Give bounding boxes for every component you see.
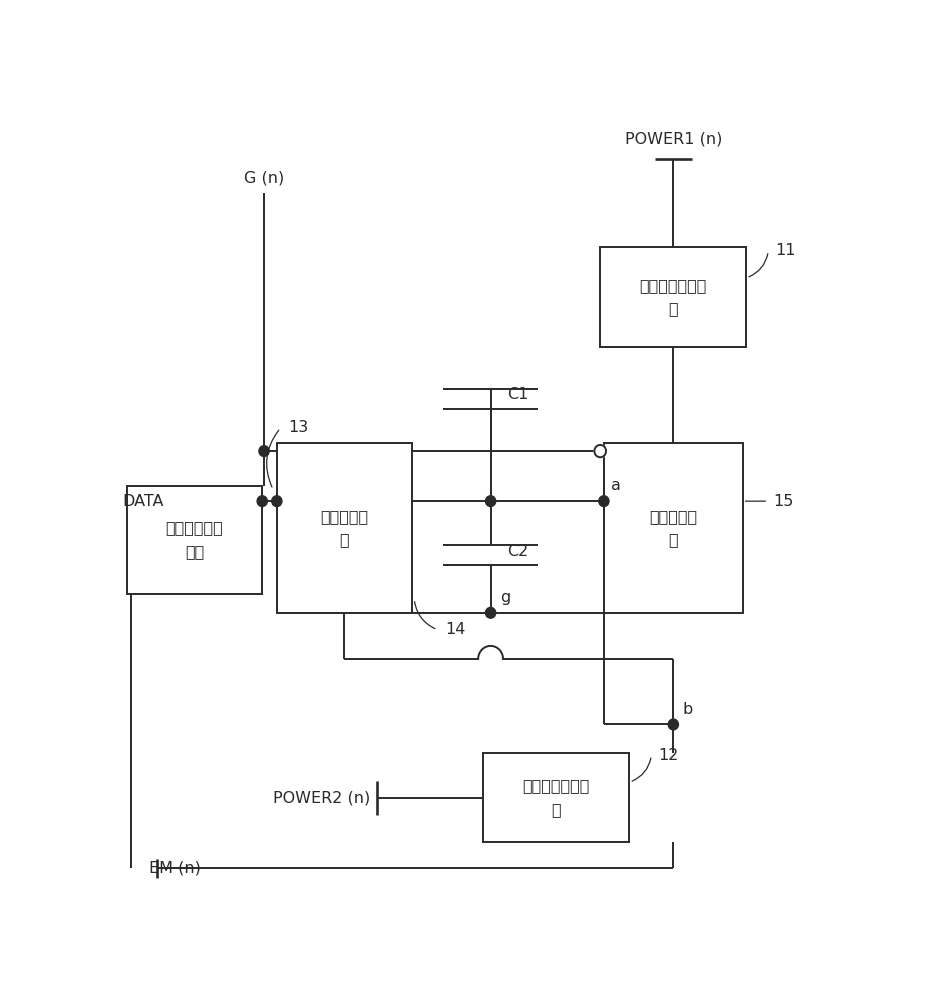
Bar: [604, 443, 743, 613]
Circle shape: [669, 719, 678, 730]
Bar: [277, 443, 412, 613]
Bar: [601, 247, 747, 347]
Circle shape: [257, 496, 267, 507]
Text: 12: 12: [659, 748, 679, 763]
Text: 第二发光单
元: 第二发光单 元: [649, 509, 698, 547]
Text: 第一发光单
元: 第一发光单 元: [321, 509, 369, 547]
Circle shape: [594, 445, 606, 457]
Text: 15: 15: [773, 494, 794, 509]
Circle shape: [486, 607, 496, 618]
Text: b: b: [683, 702, 693, 717]
Text: EM (n): EM (n): [149, 861, 201, 876]
Text: 11: 11: [776, 243, 796, 258]
Circle shape: [599, 496, 609, 507]
Text: C2: C2: [506, 544, 528, 559]
Text: 13: 13: [288, 420, 308, 436]
Text: G (n): G (n): [244, 170, 284, 185]
Bar: [127, 486, 262, 594]
Text: 14: 14: [445, 622, 465, 637]
Text: 第二电压输入单
元: 第二电压输入单 元: [522, 778, 590, 817]
Text: 第一电压输入单
元: 第一电压输入单 元: [639, 278, 707, 316]
Text: g: g: [500, 590, 510, 605]
Text: DATA: DATA: [123, 494, 164, 509]
Text: C1: C1: [506, 387, 528, 402]
Text: 数据信号输入
单元: 数据信号输入 单元: [166, 520, 223, 559]
Circle shape: [272, 496, 282, 507]
Circle shape: [486, 496, 496, 507]
Circle shape: [259, 446, 269, 456]
Text: POWER2 (n): POWER2 (n): [273, 790, 370, 805]
Text: POWER1 (n): POWER1 (n): [624, 132, 722, 147]
Bar: [484, 753, 630, 842]
Text: a: a: [611, 478, 621, 493]
